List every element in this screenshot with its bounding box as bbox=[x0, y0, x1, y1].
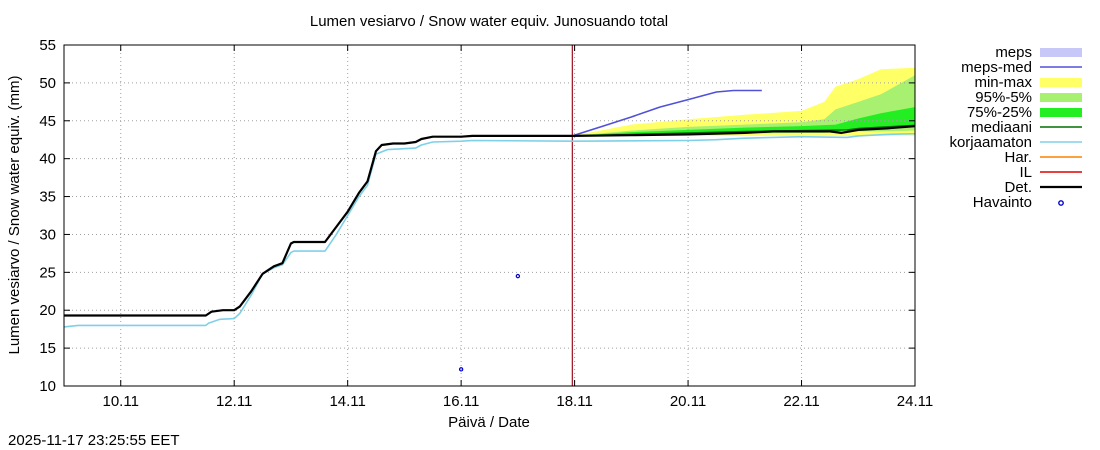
y-tick-label: 20 bbox=[39, 302, 56, 319]
legend-label: mediaani bbox=[971, 119, 1032, 136]
legend-label: Har. bbox=[1004, 149, 1032, 166]
legend-label: korjaamaton bbox=[949, 134, 1032, 151]
plot-frame bbox=[63, 44, 916, 387]
legend-label: Det. bbox=[1004, 179, 1032, 196]
legend-label: 95%-5% bbox=[975, 89, 1032, 106]
x-tick-label: 24.11 bbox=[897, 393, 933, 410]
timestamp: 2025-11-17 23:25:55 EET bbox=[8, 432, 180, 449]
legend-marker bbox=[1058, 200, 1064, 206]
legend-label: 75%-25% bbox=[967, 104, 1032, 121]
axis-ticks: 10 15 20 25 30 35 40 45 50 55 10.11 12.11 14.11 16.11… bbox=[39, 37, 933, 410]
y-tick-label: 45 bbox=[39, 113, 56, 130]
legend-swatch bbox=[1040, 78, 1082, 87]
observation-point bbox=[458, 367, 464, 372]
legend-swatch bbox=[1040, 93, 1082, 102]
legend-label: meps-med bbox=[961, 59, 1032, 76]
observation-markers bbox=[458, 273, 521, 372]
series-line-korjaamaton bbox=[63, 132, 916, 328]
band-2 bbox=[572, 107, 915, 136]
x-axis-label: Päivä / Date bbox=[448, 414, 530, 431]
observation-point bbox=[515, 273, 521, 279]
y-tick-label: 15 bbox=[39, 340, 56, 357]
series-line-det- bbox=[64, 125, 916, 317]
y-tick-label: 35 bbox=[39, 189, 56, 206]
band-1 bbox=[572, 75, 915, 136]
series-lines bbox=[63, 89, 916, 328]
legend-label: min-max bbox=[974, 74, 1032, 91]
grid-lines bbox=[64, 45, 915, 386]
x-tick-label: 20.11 bbox=[670, 393, 706, 410]
y-tick-label: 30 bbox=[39, 226, 56, 243]
x-tick-label: 22.11 bbox=[783, 393, 819, 410]
x-tick-label: 12.11 bbox=[216, 393, 252, 410]
y-tick-label: 50 bbox=[39, 75, 56, 92]
chart-title: Lumen vesiarvo / Snow water equiv. Junos… bbox=[310, 13, 668, 30]
legend-swatch bbox=[1040, 108, 1082, 117]
y-tick-label: 40 bbox=[39, 151, 56, 168]
legend-label: IL bbox=[1019, 164, 1032, 181]
x-tick-label: 16.11 bbox=[443, 393, 479, 410]
forecast-bands bbox=[572, 67, 915, 136]
y-tick-label: 55 bbox=[39, 37, 56, 54]
y-axis-label: Lumen vesiarvo / Snow water equiv. (mm) bbox=[6, 76, 23, 355]
series-line-meps-med bbox=[572, 89, 762, 137]
y-tick-label: 25 bbox=[39, 264, 56, 281]
legend-label: Havainto bbox=[973, 194, 1032, 211]
legend-label: meps bbox=[995, 44, 1032, 61]
y-tick-label: 10 bbox=[39, 378, 56, 395]
x-tick-label: 18.11 bbox=[556, 393, 592, 410]
x-tick-label: 14.11 bbox=[329, 393, 365, 410]
legend-swatch bbox=[1040, 48, 1082, 57]
x-tick-label: 10.11 bbox=[103, 393, 139, 410]
legend: mepsmeps-medmin-max95%-5%75%-25%mediaani… bbox=[949, 44, 1082, 211]
